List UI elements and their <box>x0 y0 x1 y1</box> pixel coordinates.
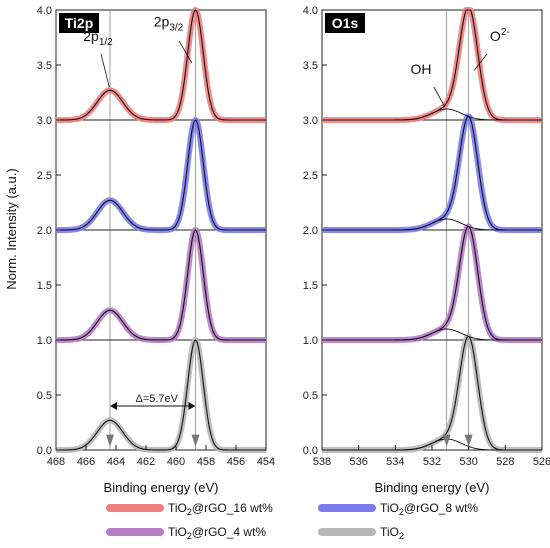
ti2p-x-tick-label: 460 <box>167 456 185 468</box>
ti2p-badge <box>59 13 99 33</box>
o1s-panel: 538 536 534 532 530 528 526 0.0 0.5 1.0 1.5 2.0 2.5 3… <box>303 5 550 495</box>
ti2p-y-tick-label: 4.0 <box>37 5 52 17</box>
ti2p-peak-label: 2p3/2 <box>154 14 184 34</box>
ti2p-y-tick-label: 2.5 <box>37 170 52 182</box>
o1s-series-tio2 <box>320 333 544 453</box>
ti2p-pointer-line <box>178 40 193 64</box>
ti2p-y-tick-label: 1.5 <box>37 280 52 292</box>
ti2p-y-tick-label: 1.0 <box>37 335 52 347</box>
ti2p-fit-tio2-rgo-8-wt- <box>55 119 266 231</box>
o1s-y-tick-label: 4.0 <box>303 5 318 17</box>
ti2p-fit-tio2-rgo-4-wt- <box>55 229 266 341</box>
o1s-x-tick-label: 526 <box>533 456 550 468</box>
ti2p-series-tio2-rgo-8-wt- <box>53 117 269 233</box>
ti2p-x-tick-label: 466 <box>77 456 95 468</box>
ti2p-x-tick-label: 456 <box>227 456 245 468</box>
o1s-x-tick-label: 532 <box>423 456 441 468</box>
legend: TiO2@rGO_16 wt% TiO2@rGO_8 wt% TiO2@rGO_4 … <box>106 501 478 541</box>
o1s-series-tio2-rgo-8-wt- <box>320 113 544 233</box>
ti2p-x-tick-label: 454 <box>257 456 275 468</box>
o1s-x-tick-label: 530 <box>459 456 477 468</box>
ti2p-y-tick-label: 3.0 <box>37 115 52 127</box>
ti2p-badge-label: Ti2p <box>65 15 94 31</box>
ti2p-x-tick-label: 462 <box>137 456 155 468</box>
ti2p-pointer-line <box>100 53 110 88</box>
ti2p-delta-right-arrow-icon <box>188 402 196 410</box>
o1s-pointer-line <box>433 86 446 107</box>
o1s-x-tick-label: 538 <box>313 456 331 468</box>
o1s-curves <box>320 7 544 453</box>
o1s-down-arrow-icon <box>442 434 451 447</box>
legend-label: TiO2@rGO_16 wt% <box>168 501 273 517</box>
ti2p-panel: 468 466 464 462 460 458 456 454 0.0 0.5 1.0 1.5 2.0 2… <box>37 5 275 495</box>
y-axis-label: Norm. Intensity (a.u.) <box>4 168 19 289</box>
ti2p-down-arrow-icon <box>106 434 114 447</box>
o1s-down-arrow-icon <box>464 434 473 447</box>
legend-label: TiO2@rGO_8 wt% <box>380 501 478 517</box>
o1s-peak-label: OH <box>411 61 432 77</box>
ti2p-y-tick-label: 3.5 <box>37 60 52 72</box>
o1s-x-tick-label: 536 <box>349 456 367 468</box>
legend-label: TiO2@rGO_4 wt% <box>168 525 266 541</box>
ti2p-delta-left-arrow-icon <box>110 402 117 410</box>
o1s-series-tio2-rgo-4-wt- <box>320 223 544 343</box>
ti2p-y-tick-label: 0.5 <box>37 390 52 402</box>
o1s-pointer-line <box>473 53 488 71</box>
ti2p-y-tick-label: 2.0 <box>37 225 52 237</box>
o1s-annotations: OH O2- <box>411 27 510 447</box>
ti2p-series-tio2-rgo-4-wt- <box>53 227 269 343</box>
o1s-peak-label: O2- <box>490 27 510 44</box>
o1s-y-tick-label: 0.0 <box>303 445 318 457</box>
o1s-fit-tio2-rgo-16-wt- <box>322 9 542 121</box>
o1s-y-tick-label: 1.0 <box>303 335 318 347</box>
ti2p-fit-tio2 <box>55 339 266 451</box>
ti2p-curves <box>53 7 269 453</box>
o1s-fit-tio2-rgo-4-wt- <box>322 225 542 341</box>
o1s-fit-tio2 <box>322 335 542 451</box>
ti2p-ticks: 468 466 464 462 460 458 456 454 0.0 0.5 1.0 1.5 2.0 2… <box>37 5 275 468</box>
o1s-y-tick-label: 3.0 <box>303 115 318 127</box>
ti2p-delta-label: Δ=5.7eV <box>135 393 178 405</box>
o1s-ticks: 538 536 534 532 530 528 526 0.0 0.5 1.0 1.5 2.0 2.5 3… <box>303 5 550 468</box>
o1s-y-tick-label: 1.5 <box>303 280 318 292</box>
o1s-fit-tio2-rgo-8-wt- <box>322 115 542 231</box>
ti2p-x-tick-label: 468 <box>47 456 65 468</box>
ti2p-fit-tio2-rgo-16-wt- <box>55 9 266 121</box>
o1s-x-tick-label: 528 <box>496 456 514 468</box>
o1s-y-tick-label: 2.0 <box>303 225 318 237</box>
ti2p-x-tick-label: 458 <box>197 456 215 468</box>
o1s-badge-label: O1s <box>332 15 359 31</box>
o1s-x-tick-label: 534 <box>386 456 404 468</box>
ti2p-down-arrow-icon <box>191 434 200 447</box>
ti2p-x-axis-label: Binding energy (eV) <box>104 480 219 495</box>
ti2p-x-tick-label: 464 <box>107 456 125 468</box>
ti2p-y-tick-label: 0.0 <box>37 445 52 457</box>
o1s-y-tick-label: 0.5 <box>303 390 318 402</box>
legend-label: TiO2 <box>380 525 404 541</box>
o1s-x-axis-label: Binding energy (eV) <box>375 480 490 495</box>
o1s-badge <box>325 13 365 33</box>
o1s-y-tick-label: 2.5 <box>303 170 318 182</box>
o1s-y-tick-label: 3.5 <box>303 60 318 72</box>
